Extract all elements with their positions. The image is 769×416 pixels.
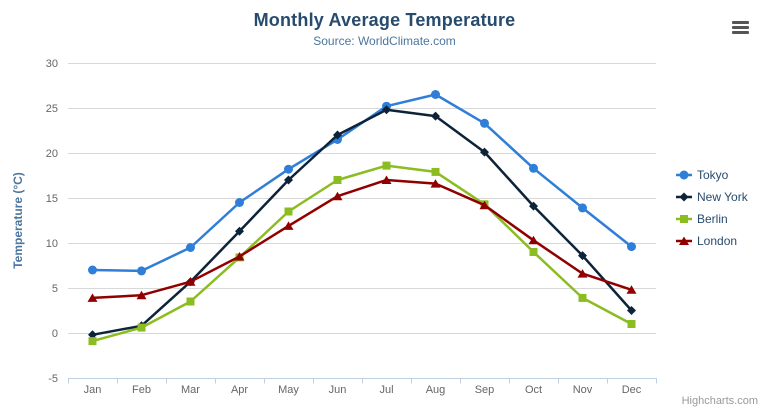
legend-item-tokyo[interactable]: Tokyo	[676, 167, 748, 183]
legend-label: Tokyo	[697, 168, 729, 182]
y-axis-label: 25	[46, 103, 58, 115]
x-axis-label: Nov	[573, 384, 593, 396]
circle-marker-icon	[679, 170, 689, 180]
y-axis-label: 5	[52, 283, 58, 295]
series-line-tokyo[interactable]	[91, 93, 633, 273]
legend-item-berlin[interactable]: Berlin	[676, 211, 748, 227]
x-axis-label: Feb	[132, 384, 151, 396]
data-point-london-mar[interactable]	[185, 277, 196, 286]
data-point-new-york-may[interactable]	[284, 175, 293, 185]
data-point-tokyo-mar[interactable]	[186, 243, 195, 252]
data-point-berlin-nov[interactable]	[578, 293, 587, 302]
x-axis-label: Aug	[426, 384, 446, 396]
y-axis-label: 20	[46, 148, 58, 160]
legend-item-london[interactable]: London	[676, 233, 748, 249]
data-point-new-york-jan[interactable]	[88, 330, 97, 340]
chart-title: Monthly Average Temperature	[253, 10, 516, 30]
data-point-london-jul[interactable]	[381, 175, 392, 185]
y-axis-label: -5	[48, 373, 58, 385]
x-axis-label: Jul	[379, 384, 393, 396]
legend: Tokyo New York Berlin London	[676, 167, 748, 255]
data-point-tokyo-jan[interactable]	[88, 265, 97, 275]
data-point-berlin-jul[interactable]	[382, 161, 391, 170]
data-point-new-york-jun[interactable]	[333, 130, 342, 140]
data-point-london-oct[interactable]	[528, 235, 539, 245]
series-london	[87, 175, 637, 302]
legend-label: Berlin	[697, 212, 728, 226]
square-marker-icon	[676, 215, 692, 223]
x-axis-label: Jan	[84, 384, 102, 396]
data-point-berlin-jun[interactable]	[333, 176, 342, 184]
data-point-new-york-sep[interactable]	[480, 147, 489, 157]
data-point-london-sep[interactable]	[479, 200, 490, 210]
data-point-london-apr[interactable]	[234, 252, 245, 261]
data-point-new-york-apr[interactable]	[235, 226, 244, 236]
data-point-tokyo-feb[interactable]	[137, 266, 146, 276]
data-point-berlin-aug[interactable]	[431, 167, 440, 176]
y-axis-label: 15	[46, 193, 58, 205]
data-point-tokyo-sep[interactable]	[480, 118, 489, 128]
legend-label: London	[697, 234, 738, 248]
y-axis-title: Temperature (°C)	[11, 172, 25, 269]
circle-marker-icon	[676, 170, 692, 180]
chart-context-menu-button[interactable]	[730, 18, 752, 38]
data-point-london-aug[interactable]	[430, 179, 441, 188]
credits-link[interactable]: Highcharts.com	[681, 395, 758, 407]
hamburger-icon	[732, 20, 750, 34]
data-point-berlin-jan[interactable]	[88, 337, 97, 346]
y-axis-label: 10	[46, 238, 58, 250]
series-line-new-york[interactable]	[91, 108, 633, 337]
data-point-new-york-oct[interactable]	[529, 201, 538, 211]
series-new-york	[88, 105, 636, 340]
data-point-berlin-may[interactable]	[284, 207, 293, 216]
data-point-berlin-oct[interactable]	[529, 248, 538, 256]
diamond-marker-icon	[676, 192, 692, 202]
data-point-new-york-dec[interactable]	[627, 306, 636, 315]
data-point-new-york-nov[interactable]	[578, 251, 587, 261]
data-point-tokyo-nov[interactable]	[578, 203, 587, 213]
data-point-berlin-mar[interactable]	[186, 297, 195, 306]
data-point-london-jun[interactable]	[332, 191, 343, 201]
data-point-tokyo-apr[interactable]	[235, 198, 244, 207]
x-axis-label: Jun	[329, 384, 347, 396]
data-point-tokyo-may[interactable]	[284, 164, 293, 174]
data-point-tokyo-oct[interactable]	[529, 163, 538, 173]
data-point-new-york-jul[interactable]	[382, 105, 391, 115]
x-axis-label: Oct	[525, 384, 542, 396]
x-axis-label: May	[278, 384, 299, 396]
series-tokyo	[88, 90, 636, 276]
legend-item-new-york[interactable]: New York	[676, 189, 748, 205]
chart-subtitle: Source: WorldClimate.com	[313, 34, 456, 48]
data-point-london-dec[interactable]	[626, 285, 637, 294]
x-axis-label: Dec	[622, 384, 642, 396]
series-line-london[interactable]	[91, 178, 633, 300]
data-point-london-jan[interactable]	[87, 293, 98, 302]
x-axis-label: Mar	[181, 384, 200, 396]
square-marker-icon	[680, 215, 688, 223]
data-point-new-york-aug[interactable]	[431, 111, 440, 121]
legend-label: New York	[697, 190, 748, 204]
triangle-marker-icon	[679, 236, 689, 245]
diamond-marker-icon	[679, 192, 689, 202]
y-axis-label: 0	[52, 328, 58, 340]
series-line-berlin[interactable]	[91, 164, 633, 343]
x-axis-label: Apr	[231, 384, 248, 396]
data-point-tokyo-dec[interactable]	[627, 242, 636, 252]
data-point-london-nov[interactable]	[577, 269, 588, 278]
y-axis-label: 30	[46, 58, 58, 70]
x-axis-label: Sep	[475, 384, 495, 396]
data-point-berlin-feb[interactable]	[137, 323, 146, 332]
data-point-berlin-dec[interactable]	[627, 320, 636, 328]
data-point-tokyo-aug[interactable]	[431, 90, 440, 99]
data-point-london-feb[interactable]	[136, 290, 147, 300]
triangle-marker-icon	[676, 236, 692, 245]
data-point-london-may[interactable]	[283, 221, 294, 230]
